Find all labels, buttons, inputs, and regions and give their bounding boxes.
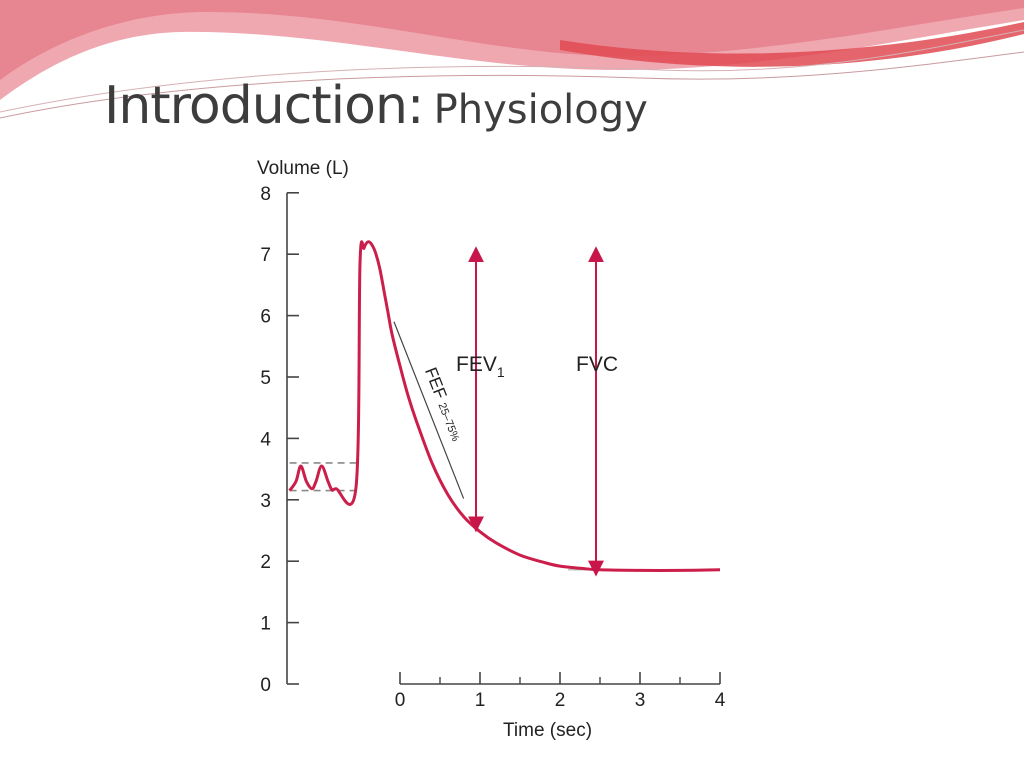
tidal-dashed-lines [289, 462, 720, 571]
series-layer [288, 240, 721, 572]
fef-segment-line [393, 321, 465, 499]
axes: 0 1 2 3 4 5 6 7 8 0 1 2 3 4 [260, 184, 725, 711]
annotations: FEV1 FVC FEF 25–75% [393, 246, 618, 577]
x-tick-label-1: 1 [475, 690, 486, 711]
y-tick-label-6: 6 [260, 307, 271, 328]
x-tick-label-4: 4 [715, 690, 726, 711]
y-axis-label: Volume (L) [257, 158, 349, 179]
y-tick-label-5: 5 [260, 368, 271, 389]
y-tick-label-7: 7 [260, 245, 271, 266]
y-tick-label-0: 0 [260, 675, 271, 696]
y-tick-label-2: 2 [260, 552, 271, 573]
volume-time-curve-0 [288, 240, 721, 572]
fev-label: FEV1 [456, 353, 505, 380]
x-tick-label-3: 3 [635, 690, 646, 711]
x-axis-label: Time (sec) [503, 720, 592, 741]
y-tick-label-8: 8 [260, 184, 271, 205]
header-wave-line-1 [0, 51, 1024, 119]
y-tick-label-3: 3 [260, 491, 271, 512]
spirometry-chart: Volume (L) Time (sec) 0 1 2 3 4 5 6 7 8 0 1 2 3 4 FEV… [257, 158, 726, 741]
x-tick-label-0: 0 [395, 690, 406, 711]
slide-title-main: Introduction: [104, 76, 424, 136]
fef-label: FEF 25–75% [421, 365, 467, 444]
header-wave-deep [560, 22, 1024, 67]
fvc-label: FVC [576, 353, 618, 376]
x-tick-label-2: 2 [555, 690, 566, 711]
slide-title: Introduction: Physiology [104, 80, 648, 132]
header-wave-line-2 [0, 29, 1024, 113]
header-wave-mid [0, 0, 1024, 80]
y-tick-label-4: 4 [260, 429, 271, 450]
y-tick-label-1: 1 [260, 614, 271, 635]
header-wave-decoration [0, 0, 1024, 119]
slide-title-sub: Physiology [433, 87, 648, 133]
spirometry-chart-panel: Volume (L) Time (sec) 0 1 2 3 4 5 6 7 8 0 1 2 3 4 FEV… [255, 152, 727, 744]
